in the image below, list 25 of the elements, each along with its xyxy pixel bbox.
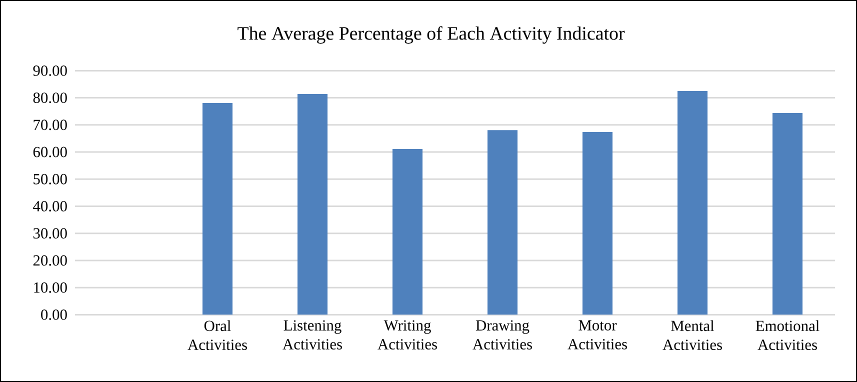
chart-title: The Average Percentage of Each Activity Indicator	[238, 26, 625, 44]
y-tick-label: 30.00	[33, 228, 67, 239]
y-tick-label: 80.00	[33, 92, 67, 104]
y-tick-label: 90.00	[33, 65, 67, 76]
x-tick-label: Mental Activities	[662, 320, 722, 350]
y-tick-label: 50.00	[34, 174, 67, 184]
x-tick-label: Drawing Activities	[472, 320, 532, 350]
bar	[582, 132, 613, 315]
bar	[392, 149, 423, 315]
y-tick-label: 40.00	[33, 201, 67, 212]
y-tick-label: 60.00	[33, 146, 67, 158]
y-tick-label: 10.00	[34, 282, 67, 293]
x-tick-label: Motor Activities	[568, 320, 627, 350]
x-tick-label: Emotional Activities	[756, 320, 820, 350]
bar	[772, 112, 803, 315]
y-tick-label: 20.00	[33, 255, 67, 266]
x-tick-label: Listening Activities	[282, 320, 342, 350]
x-tick-label: Writing Activities	[378, 320, 437, 350]
y-tick-label: 0.00	[41, 309, 67, 320]
bar	[202, 102, 233, 315]
bar	[677, 91, 708, 315]
bar	[487, 130, 518, 315]
y-tick-label: 70.00	[34, 120, 67, 130]
x-tick-label: Oral Activities	[188, 320, 247, 350]
bar	[297, 94, 328, 315]
